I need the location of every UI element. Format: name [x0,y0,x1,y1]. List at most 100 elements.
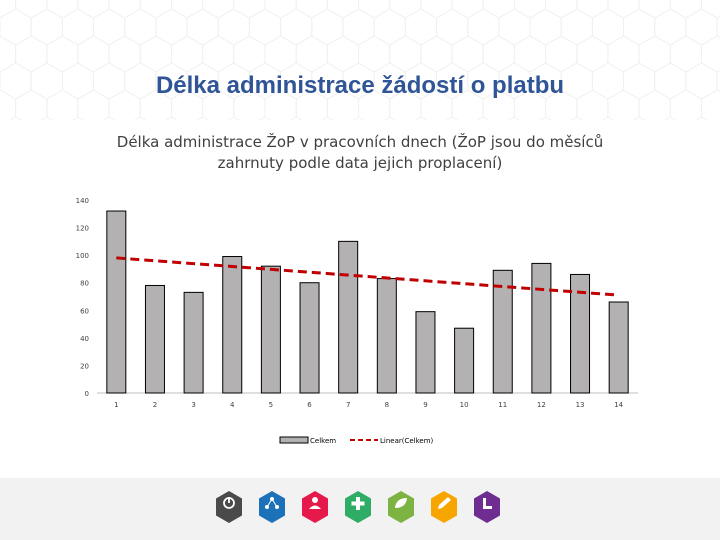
hexagon-shape [0,35,17,73]
hexagon-shape [451,0,484,19]
hexagon-shape [264,0,297,19]
hexagon-shape [607,0,640,19]
hexagon-shape [0,0,17,19]
hexagon-shape [77,35,110,73]
network-icon [257,490,287,524]
bar [183,291,204,394]
bar [492,269,513,394]
hexagon-shape [15,0,48,19]
x-tick-label: 4 [230,401,235,409]
hexagon-shape [513,0,547,19]
hexagon-shape [171,0,204,19]
hexagon-shape [108,35,141,73]
bar [222,256,243,394]
legend-swatch-celkem [279,436,309,444]
hexagon-shape [482,0,515,19]
hexagon-shape [638,35,671,73]
person-icon [300,490,330,524]
x-tick-label: 11 [498,401,507,409]
hexagon-shape [545,35,578,73]
hexagon-shape [295,35,328,73]
x-tick-label: 13 [576,401,585,409]
hexagon-shape [529,8,562,46]
hexagon-shape [358,35,391,73]
hexagon-shape [264,35,297,73]
hexagon-shape [46,0,79,19]
hexagon-shape [233,0,266,19]
hexagon-shape [560,8,593,46]
chart-title: Délka administrace ŽoP v pracovních dnec… [116,133,604,172]
hexagon-shape [420,0,453,19]
bar [570,273,591,394]
hexagon-shape [701,35,720,73]
x-tick-label: 1 [114,401,118,409]
partner-logos [214,490,514,530]
hexagon-shape [326,35,359,73]
hexagon-shape [513,35,547,73]
hexagon-shape [420,35,453,73]
x-tick-label: 5 [269,401,273,409]
hexagon-shape [202,35,235,73]
hexagon-shape [311,8,344,46]
x-tick-label: 12 [537,401,546,409]
hexagon-shape [638,0,671,19]
x-tick-label: 8 [385,401,389,409]
hexagon-shape [436,8,469,46]
hexagon-shape [93,8,126,46]
bar [106,210,127,394]
hexagon-shape [46,35,79,73]
hexagon-shape [685,8,718,46]
slide-title: Délka administrace žádostí o platbu [155,72,565,99]
y-tick-label: 20 [80,362,89,370]
hexagon-shape [233,35,266,73]
hexagon-shape [654,8,687,46]
hexagon-shape [77,0,110,19]
legend-label-celkem: Celkem [310,437,336,445]
y-tick-label: 140 [76,197,89,205]
hexagon-shape [217,8,250,46]
hexagon-shape [108,0,141,19]
hexagon-shape [139,35,172,73]
x-tick-label: 3 [191,401,195,409]
hexagon-shape [545,0,578,19]
y-tick-label: 120 [76,225,89,233]
hexagon-shape [467,8,500,46]
x-tick-label: 9 [423,401,427,409]
hexagon-shape [701,0,720,19]
bar [531,262,552,394]
bar [144,284,165,394]
hexagon-shape [155,8,188,46]
x-tick-label: 2 [153,401,157,409]
hexagon-shape [498,8,531,46]
y-tick-label: 100 [76,252,89,260]
x-tick-label: 7 [346,401,350,409]
x-tick-label: 6 [307,401,312,409]
hexagon-shape [248,8,282,46]
bar [299,282,320,394]
hexagon-shape [576,35,609,73]
hexagon-shape [404,8,437,46]
hexagon-background [0,0,720,120]
bar [338,240,359,394]
hexagon-shape [186,8,219,46]
hexagon-shape [139,0,172,19]
hexagon-shape [389,0,422,19]
x-tick-label: 14 [614,401,623,409]
y-tick-label: 0 [85,390,89,398]
hexagon-shape [15,35,48,73]
pencil-icon [429,490,459,524]
power-icon [214,490,244,524]
hexagon-shape [576,0,609,19]
hexagon-shape [280,8,313,46]
bar [608,301,629,394]
hexagon-shape [623,8,656,46]
hexagon-shape [202,0,235,19]
legend-label-trendline: Linear(Celkem) [380,437,434,445]
hexagon-shape [30,8,63,46]
hexagon-shape [326,0,359,19]
hexagon-shape [389,35,422,73]
hexagon-shape [669,35,702,73]
hexagon-shape [373,8,406,46]
hexagon-shape [591,8,624,46]
